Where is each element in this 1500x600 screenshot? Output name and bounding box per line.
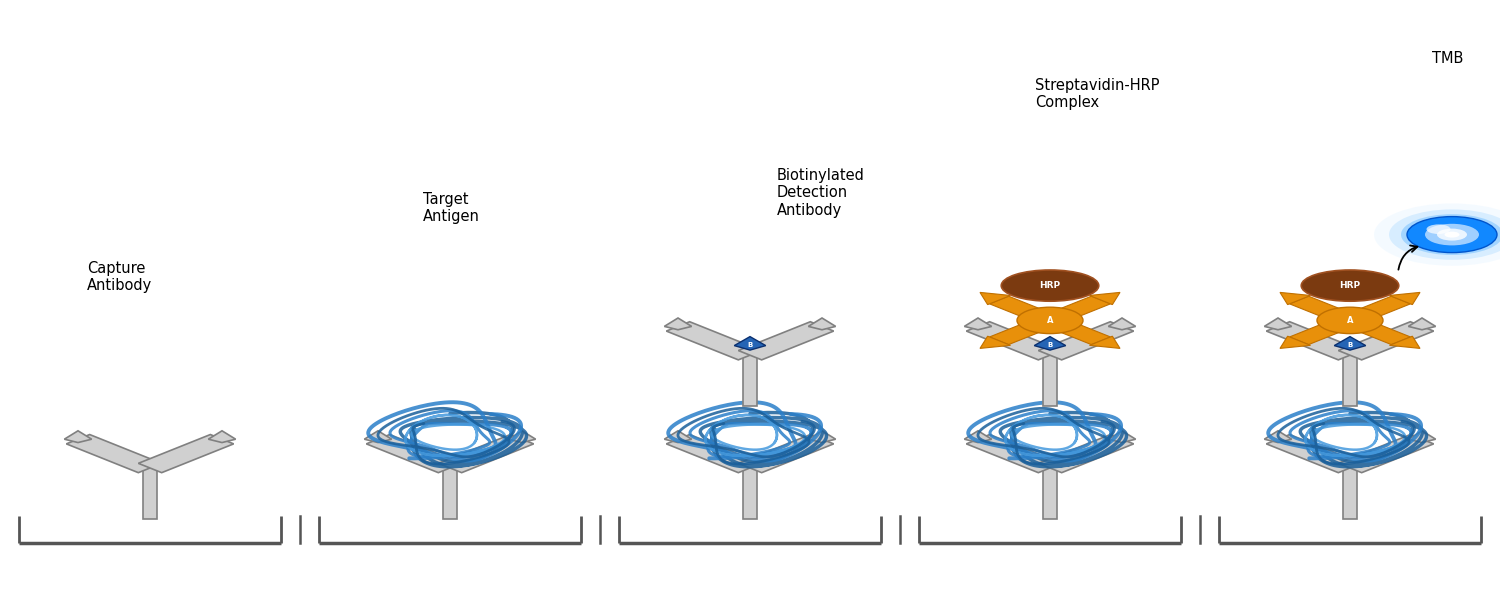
Text: B: B <box>1347 342 1353 348</box>
FancyBboxPatch shape <box>144 468 156 519</box>
Text: A: A <box>1047 316 1053 325</box>
Text: TMB: TMB <box>1432 51 1464 66</box>
Circle shape <box>1437 229 1467 241</box>
Polygon shape <box>1089 292 1120 305</box>
Polygon shape <box>1041 296 1110 324</box>
Circle shape <box>1425 224 1479 245</box>
Text: Capture
Antibody: Capture Antibody <box>87 261 153 293</box>
Polygon shape <box>1041 317 1110 344</box>
Polygon shape <box>1341 317 1410 344</box>
Polygon shape <box>738 322 834 360</box>
Polygon shape <box>509 431 536 443</box>
Polygon shape <box>1389 292 1420 305</box>
Polygon shape <box>1338 322 1434 360</box>
Polygon shape <box>1264 318 1292 330</box>
Polygon shape <box>1335 337 1365 350</box>
Text: Target
Antigen: Target Antigen <box>423 192 480 224</box>
Polygon shape <box>966 322 1062 360</box>
Polygon shape <box>980 336 1011 349</box>
Polygon shape <box>738 434 834 473</box>
Polygon shape <box>964 318 992 330</box>
Polygon shape <box>1280 292 1311 305</box>
Polygon shape <box>1038 322 1134 360</box>
FancyBboxPatch shape <box>744 468 756 519</box>
Polygon shape <box>1280 336 1311 349</box>
Text: Streptavidin-HRP
Complex: Streptavidin-HRP Complex <box>1035 78 1160 110</box>
Text: B: B <box>747 342 753 348</box>
FancyBboxPatch shape <box>444 468 456 519</box>
Polygon shape <box>66 434 162 473</box>
Polygon shape <box>1408 318 1436 330</box>
Polygon shape <box>990 317 1059 344</box>
Polygon shape <box>980 292 1011 305</box>
Ellipse shape <box>1300 270 1398 301</box>
Text: B: B <box>1047 342 1053 348</box>
FancyBboxPatch shape <box>744 355 756 406</box>
Text: HRP: HRP <box>1040 281 1060 290</box>
Circle shape <box>1407 217 1497 253</box>
Text: HRP: HRP <box>1340 281 1360 290</box>
Polygon shape <box>966 434 1062 473</box>
Polygon shape <box>1266 434 1362 473</box>
Circle shape <box>1389 209 1500 260</box>
Polygon shape <box>1290 317 1359 344</box>
Polygon shape <box>1108 318 1136 330</box>
Polygon shape <box>1266 322 1362 360</box>
Polygon shape <box>1341 296 1410 324</box>
Polygon shape <box>1038 434 1134 473</box>
Polygon shape <box>438 434 534 473</box>
Polygon shape <box>1290 296 1359 324</box>
Polygon shape <box>209 431 236 443</box>
Polygon shape <box>808 318 836 330</box>
Circle shape <box>1317 307 1383 334</box>
Polygon shape <box>364 431 392 443</box>
FancyBboxPatch shape <box>1044 468 1056 519</box>
Polygon shape <box>664 318 692 330</box>
FancyBboxPatch shape <box>1044 355 1056 406</box>
Polygon shape <box>1108 431 1136 443</box>
Polygon shape <box>1338 434 1434 473</box>
Text: Biotinylated
Detection
Antibody: Biotinylated Detection Antibody <box>777 168 865 218</box>
FancyBboxPatch shape <box>1344 468 1358 519</box>
Polygon shape <box>808 431 836 443</box>
Text: A: A <box>1347 316 1353 325</box>
Circle shape <box>1426 224 1450 234</box>
Circle shape <box>1401 214 1500 255</box>
Circle shape <box>1374 203 1500 266</box>
FancyBboxPatch shape <box>1344 355 1358 406</box>
Polygon shape <box>1035 337 1065 350</box>
Ellipse shape <box>1002 270 1098 301</box>
Polygon shape <box>735 337 765 350</box>
Polygon shape <box>990 296 1059 324</box>
Polygon shape <box>366 434 462 473</box>
Polygon shape <box>1408 431 1436 443</box>
Polygon shape <box>666 434 762 473</box>
Polygon shape <box>964 431 992 443</box>
Polygon shape <box>64 431 92 443</box>
Polygon shape <box>1264 431 1292 443</box>
Circle shape <box>1017 307 1083 334</box>
Circle shape <box>1444 232 1460 238</box>
Polygon shape <box>1389 336 1420 349</box>
Polygon shape <box>664 431 692 443</box>
Polygon shape <box>666 322 762 360</box>
Polygon shape <box>1089 336 1120 349</box>
Polygon shape <box>138 434 234 473</box>
